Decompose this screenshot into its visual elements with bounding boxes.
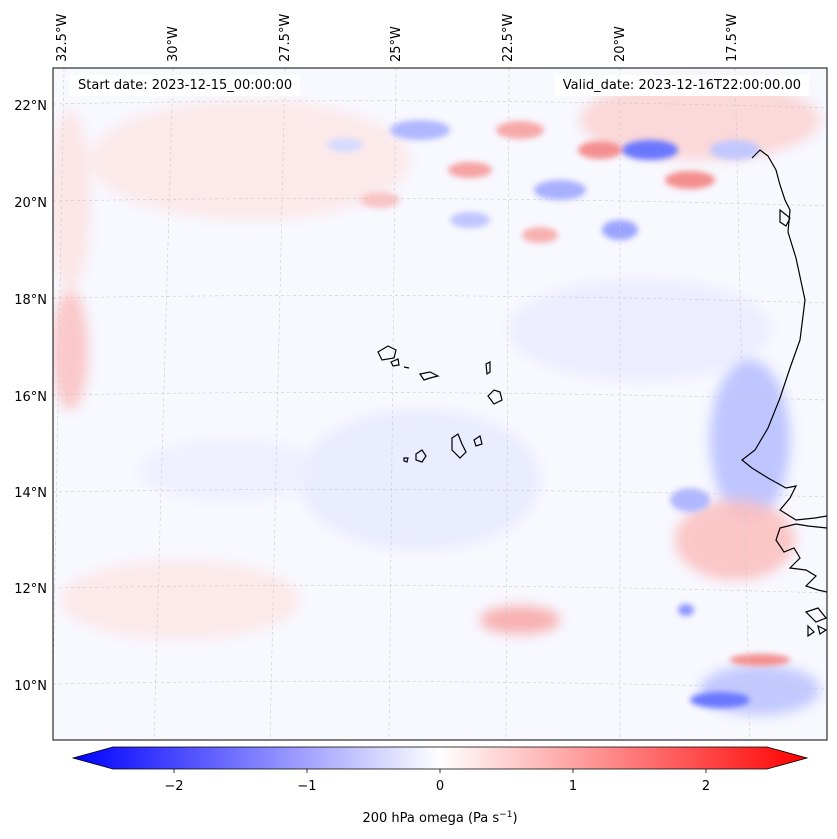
lat-label: 12°N xyxy=(14,582,47,597)
colorbar-tick-label: −2 xyxy=(164,779,183,794)
colorbar-tick-label: 1 xyxy=(569,779,577,794)
lat-label: 10°N xyxy=(14,679,47,694)
lat-label: 22°N xyxy=(14,99,47,114)
lon-label: 22.5°W xyxy=(501,14,516,62)
valid-date-label: Valid_date: 2023-12-16T22:00:00.00 xyxy=(554,75,809,96)
island-sao-vicente xyxy=(390,358,400,367)
canary-coast-segment xyxy=(779,208,791,227)
lat-label: 16°N xyxy=(14,390,47,405)
colorbar-label-tail: ) xyxy=(512,811,517,826)
colorbar-tick-label: 0 xyxy=(436,779,444,794)
island-sal xyxy=(485,361,491,376)
africa-coastline-south xyxy=(775,523,827,593)
lat-label: 20°N xyxy=(14,196,47,211)
lon-label: 32.5°W xyxy=(55,14,70,62)
start-date-label: Start date: 2023-12-15_00:00:00 xyxy=(70,75,301,96)
africa-coastline xyxy=(741,149,827,521)
coastlines xyxy=(377,149,827,638)
island-santo-antao xyxy=(377,345,397,361)
lon-labels: 32.5°W 30°W 27.5°W 25°W 22.5°W 20°W 17.5… xyxy=(55,14,740,62)
colorbar-bar xyxy=(71,746,809,770)
island-boa-vista xyxy=(487,389,503,405)
colorbar-label-superscript: −1 xyxy=(499,810,512,820)
lat-label: 18°N xyxy=(14,293,47,308)
lat-label: 14°N xyxy=(14,486,47,501)
lat-labels: 22°N 20°N 18°N 16°N 14°N 12°N 10°N xyxy=(14,99,47,694)
island-santiago xyxy=(451,433,467,459)
map-frame xyxy=(52,67,828,741)
lon-label: 25°W xyxy=(389,26,404,62)
lon-label: 27.5°W xyxy=(278,14,293,62)
island-fogo xyxy=(415,449,427,463)
map-panel xyxy=(53,68,827,740)
graticule xyxy=(53,68,827,740)
lon-label: 20°W xyxy=(613,26,628,62)
bissagos-islands xyxy=(804,607,827,638)
omega-field xyxy=(53,80,820,715)
omega-wave-band xyxy=(327,120,790,708)
colorbar-tick-label: −1 xyxy=(297,779,316,794)
island-sao-nicolau xyxy=(419,371,440,381)
island-santa-luzia xyxy=(403,366,410,369)
colorbar-ticks xyxy=(173,769,707,773)
lon-label: 17.5°W xyxy=(725,14,740,62)
colorbar: −2 −1 0 1 2 200 hPa omega (Pa s−1) xyxy=(71,746,809,826)
island-brava xyxy=(403,457,409,463)
colorbar-label-main: 200 hPa omega (Pa s xyxy=(362,811,499,826)
colorbar-tick-label: 2 xyxy=(702,779,710,794)
island-maio xyxy=(473,435,483,447)
colorbar-label: 200 hPa omega (Pa s−1) xyxy=(362,810,517,826)
lon-label: 30°W xyxy=(166,26,181,62)
